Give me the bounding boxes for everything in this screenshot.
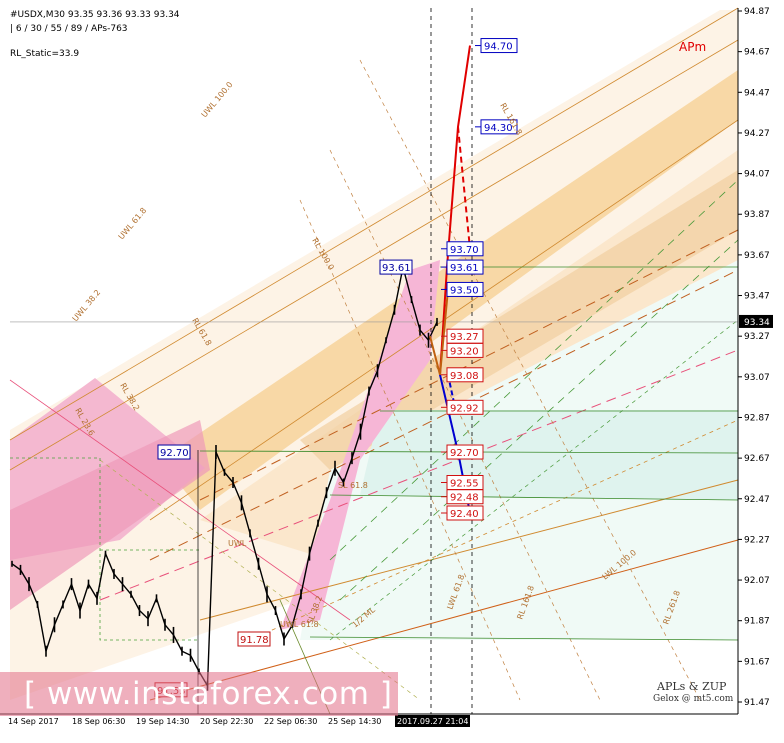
forecast-level-box <box>446 505 484 521</box>
y-tick-label: 92.27 <box>744 535 770 545</box>
price-label-box <box>379 259 413 275</box>
fan-line-13 <box>99 459 421 701</box>
forecast-level-box <box>480 119 518 135</box>
forecast-level-label: 92.40 <box>450 509 479 520</box>
y-tick-label: 94.67 <box>744 48 770 58</box>
fork-band-orange-2 <box>300 170 738 470</box>
pink-zone-right <box>280 260 440 630</box>
fan-line-8 <box>249 419 739 641</box>
y-tick-label: 94.07 <box>744 170 770 180</box>
forecast-level-box <box>480 38 518 54</box>
x-tick-label: 14 Sep 2017 <box>8 717 59 726</box>
fan-line-5 <box>99 349 739 601</box>
price-label: 91.78 <box>240 635 269 646</box>
credits-author: Gelox @ mt5.com <box>653 694 734 704</box>
price-label: 93.61 <box>382 263 411 274</box>
symbol-info: #USDX,M30 93.35 93.36 93.33 93.34 <box>10 10 180 20</box>
price-label-box <box>237 631 271 647</box>
x-axis-background <box>0 714 784 739</box>
y-tick-label: 93.47 <box>744 292 770 302</box>
forecast-level-label: 93.27 <box>450 332 479 343</box>
price-label: 92.70 <box>160 448 189 459</box>
apm-label: APm <box>679 40 707 54</box>
current-price-badge <box>739 314 773 328</box>
y-tick-label: 92.07 <box>744 576 770 586</box>
fan-line-3 <box>199 229 739 501</box>
forecast-level-label: 93.08 <box>450 371 479 382</box>
forecast-mid-path <box>429 289 449 376</box>
fan-line-15 <box>329 149 601 701</box>
fork-zone-teal <box>360 410 738 500</box>
forecast-up-path <box>439 45 471 375</box>
fan-line-0 <box>9 7 739 441</box>
forecast-level-label: 93.50 <box>450 285 479 296</box>
forecast-level-label: 93.61 <box>450 263 479 274</box>
fan-line-label: UWL 61.8 <box>280 620 319 629</box>
y-tick-label: 91.67 <box>744 657 770 667</box>
watermark-banner <box>0 672 398 716</box>
forecast-level-box <box>446 342 484 358</box>
forecast-up-retrace <box>457 126 471 249</box>
forecast-level-label: 92.70 <box>450 448 479 459</box>
y-tick-label: 93.07 <box>744 373 770 383</box>
fan-line-14 <box>299 199 521 701</box>
y-tick-label: 91.87 <box>744 617 770 627</box>
current-price-label: 93.34 <box>744 318 770 328</box>
rl-static-info: RL_Static=33.9 <box>10 49 80 59</box>
green-box-left <box>10 457 200 641</box>
x-tick-label: 2017.09.27 21:04 <box>397 717 468 726</box>
y-tick-label: 93.87 <box>744 210 770 220</box>
price-label-box <box>157 444 191 460</box>
y-axis-background <box>738 0 784 739</box>
forecast-level-box <box>446 399 484 415</box>
x-tick-label: 18 Sep 06:30 <box>72 717 125 726</box>
fan-line-4 <box>149 269 739 561</box>
forecast-level-label: 94.70 <box>484 42 513 53</box>
forecast-level-box <box>446 259 484 275</box>
y-tick-label: 92.87 <box>744 413 770 423</box>
fan-line-1 <box>9 39 739 471</box>
x-tick-label: 22 Sep 06:30 <box>264 717 317 726</box>
y-tick-label: 94.87 <box>744 7 770 17</box>
forecast-level-box <box>446 281 484 297</box>
pink-zone-left-2 <box>10 420 210 610</box>
forecast-level-label: 92.48 <box>450 493 479 504</box>
y-tick-label: 93.27 <box>744 332 770 342</box>
y-tick-label: 92.47 <box>744 495 770 505</box>
fan-line-11 <box>329 319 739 641</box>
y-tick-label: 93.67 <box>744 251 770 261</box>
fan-line-label: SL 61.8 <box>338 481 368 490</box>
indicator-params: | 6 / 30 / 55 / 89 / APs-763 <box>10 24 128 34</box>
fan-line-12 <box>9 379 351 621</box>
y-tick-label: 94.27 <box>744 129 770 139</box>
fan-line-16 <box>359 59 701 701</box>
credits-title: APLs & ZUP <box>657 680 727 693</box>
forecast-level-label: 92.92 <box>450 403 479 414</box>
forecast-level-label: 94.30 <box>484 123 513 134</box>
fan-line-9 <box>329 179 739 561</box>
forecast-level-label: 93.20 <box>450 346 479 357</box>
fan-line-10 <box>339 239 739 601</box>
forecast-level-label: 93.70 <box>450 245 479 256</box>
green-level-4 <box>309 636 739 641</box>
y-tick-label: 91.47 <box>744 698 770 708</box>
forecast-level-box <box>446 489 484 505</box>
forecast-level-label: 92.55 <box>450 479 479 490</box>
fan-line-label: UWL <box>228 539 247 548</box>
green-level-3 <box>329 494 739 501</box>
y-tick-label: 92.67 <box>744 454 770 464</box>
x-tick-label: 20 Sep 22:30 <box>200 717 253 726</box>
x-tick-label: 25 Sep 14:30 <box>328 717 381 726</box>
y-tick-label: 94.47 <box>744 88 770 98</box>
forecast-level-box <box>446 241 484 257</box>
fan-line-6 <box>199 479 739 621</box>
x-current-time-badge <box>395 715 470 727</box>
watermark-text: [ www.instaforex.com ] <box>24 676 393 712</box>
forecast-level-box <box>446 444 484 460</box>
forecast-level-box <box>446 367 484 383</box>
x-tick-label: 19 Sep 14:30 <box>136 717 189 726</box>
